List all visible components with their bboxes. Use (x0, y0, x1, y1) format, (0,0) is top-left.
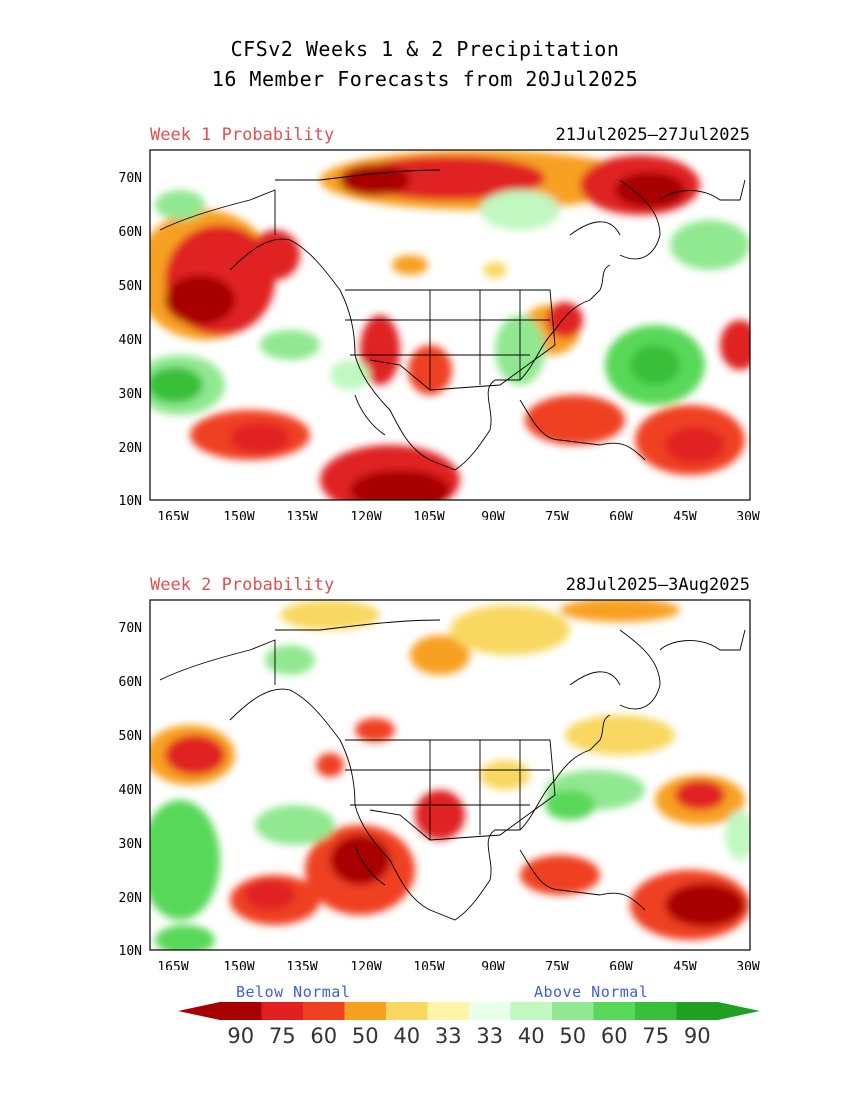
legend-value-label: 40 (393, 1024, 420, 1048)
lon-label: 30W (736, 960, 760, 970)
lon-label: 120W (350, 510, 381, 520)
legend-value-label: 33 (476, 1024, 503, 1048)
legend-arrow-left (178, 1002, 220, 1020)
lon-label: 60W (609, 510, 633, 520)
legend-swatch (593, 1002, 636, 1020)
week1-map: 70N 60N 50N 40N 30N 20N 10N 165W 150W 13… (119, 149, 760, 520)
legend-value-label: 60 (310, 1024, 337, 1048)
legend-swatch (469, 1002, 511, 1020)
title-line-2: 16 Member Forecasts from 20Jul2025 (211, 67, 639, 91)
week2-map: 70N 60N 50N 40N 30N 20N 10N 165W 150W 13… (119, 599, 760, 970)
legend-value-label: 60 (601, 1024, 628, 1048)
title-line-1: CFSv2 Weeks 1 & 2 Precipitation (230, 37, 620, 61)
lat-label: 30N (119, 387, 142, 402)
legend-swatch (344, 1002, 387, 1020)
lon-label: 90W (481, 960, 505, 970)
legend-swatch (510, 1002, 553, 1020)
legend-swatch (427, 1002, 470, 1020)
legend-value-label: 50 (352, 1024, 379, 1048)
legend-value-label: 75 (642, 1024, 669, 1048)
lon-label: 150W (223, 510, 254, 520)
legend-swatch (386, 1002, 428, 1020)
week1-lon-ticks: 165W 150W 135W 120W 105W 90W 75W 60W 45W… (157, 510, 760, 520)
legend-value-label: 75 (269, 1024, 296, 1048)
lat-label: 20N (119, 891, 142, 906)
legend-swatch (220, 1002, 262, 1020)
lat-label: 10N (119, 944, 142, 959)
lon-label: 90W (481, 510, 505, 520)
lon-label: 120W (350, 960, 381, 970)
lon-label: 30W (736, 510, 760, 520)
lon-label: 150W (223, 960, 254, 970)
lat-label: 60N (119, 225, 142, 240)
lat-label: 50N (119, 729, 142, 744)
lon-label: 60W (609, 960, 633, 970)
legend-value-label: 90 (684, 1024, 711, 1048)
lon-label: 135W (286, 960, 317, 970)
lon-label: 75W (545, 960, 569, 970)
lon-label: 165W (157, 960, 188, 970)
legend-value-label: 50 (559, 1024, 586, 1048)
legend-swatch (303, 1002, 345, 1020)
legend-value-label: 90 (227, 1024, 254, 1048)
legend-arrow-right (718, 1002, 760, 1020)
week2-lat-ticks: 70N 60N 50N 40N 30N 20N 10N (119, 621, 142, 959)
lat-label: 40N (119, 783, 142, 798)
legend-swatch (635, 1002, 677, 1020)
legend-value-labels: 90 75 60 50 40 33 33 40 50 60 75 90 (227, 1024, 710, 1048)
lat-label: 40N (119, 333, 142, 348)
legend-value-label: 33 (435, 1024, 462, 1048)
legend-swatch (552, 1002, 594, 1020)
lon-label: 165W (157, 510, 188, 520)
legend-color-bar (178, 1002, 760, 1020)
lon-label: 75W (545, 510, 569, 520)
legend-swatch (261, 1002, 304, 1020)
week2-probability-shading (150, 600, 750, 950)
week2-label: Week 2 Probability (150, 575, 335, 595)
lat-label: 10N (119, 494, 142, 509)
week1-lat-ticks: 70N 60N 50N 40N 30N 20N 10N (119, 171, 142, 509)
week1-date-range: 21Jul2025—27Jul2025 (555, 125, 750, 145)
lon-label: 45W (673, 510, 697, 520)
week1-coastlines (159, 169, 746, 471)
lat-label: 70N (119, 171, 142, 186)
lon-label: 105W (413, 960, 444, 970)
lat-label: 70N (119, 621, 142, 636)
lon-label: 135W (286, 510, 317, 520)
legend-swatch (676, 1002, 719, 1020)
week2-date-range: 28Jul2025—3Aug2025 (565, 575, 750, 595)
lat-label: 20N (119, 441, 142, 456)
lat-label: 60N (119, 675, 142, 690)
legend-below-normal-label: Below Normal (236, 983, 351, 1001)
week2-coastlines (159, 619, 746, 921)
lon-label: 105W (413, 510, 444, 520)
week1-label: Week 1 Probability (150, 125, 335, 145)
legend-value-label: 40 (518, 1024, 545, 1048)
lat-label: 30N (119, 837, 142, 852)
week2-lon-ticks: 165W 150W 135W 120W 105W 90W 75W 60W 45W… (157, 960, 760, 970)
legend-above-normal-label: Above Normal (534, 983, 649, 1001)
lat-label: 50N (119, 279, 142, 294)
week1-probability-shading (150, 150, 750, 500)
lon-label: 45W (673, 960, 697, 970)
